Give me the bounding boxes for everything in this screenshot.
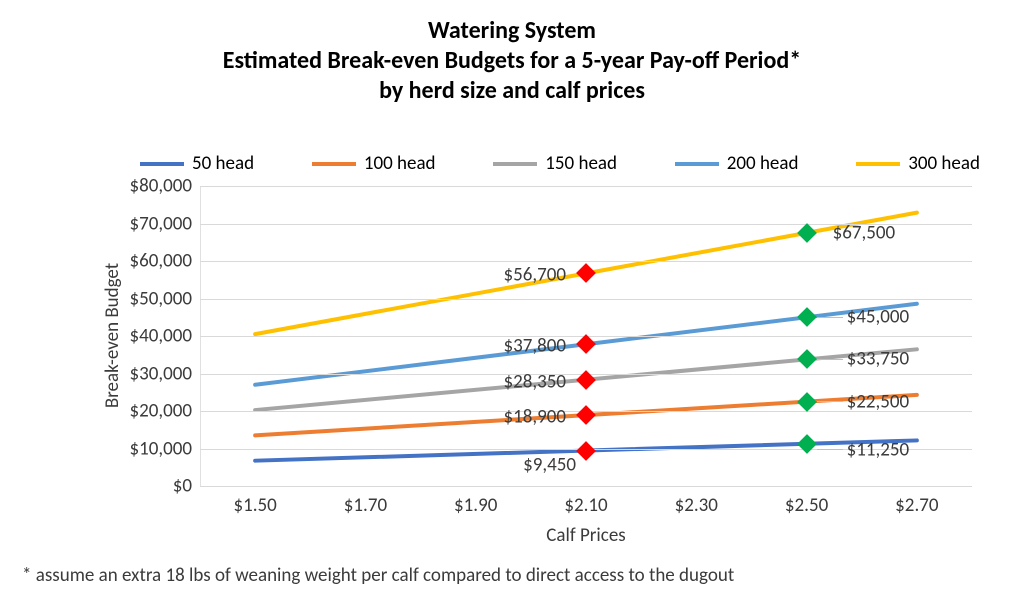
data-label: $45,000	[847, 306, 910, 329]
data-label: $18,900	[503, 406, 566, 429]
y-tick-label: $80,000	[129, 175, 200, 198]
legend-item: 200 head	[675, 152, 799, 175]
x-tick-label: $1.70	[344, 486, 387, 517]
chart-footnote: * assume an extra 18 lbs of weaning weig…	[22, 564, 734, 587]
legend-label: 50 head	[192, 152, 254, 175]
data-label: $37,800	[503, 335, 566, 358]
legend-swatch	[493, 162, 537, 166]
chart-title: Watering System Estimated Break-even Bud…	[0, 16, 1024, 106]
title-line-1: Watering System	[0, 16, 1024, 46]
leader-line	[817, 359, 843, 360]
x-tick-label: $2.50	[785, 486, 828, 517]
x-tick-label: $2.10	[564, 486, 607, 517]
x-tick-label: $2.30	[675, 486, 718, 517]
plot-area: $0$10,000$20,000$30,000$40,000$50,000$60…	[200, 186, 972, 486]
legend-item: 100 head	[312, 152, 436, 175]
legend-swatch	[675, 162, 719, 166]
legend-swatch	[312, 162, 356, 166]
y-tick-label: $40,000	[129, 325, 200, 348]
legend-label: 100 head	[364, 152, 436, 175]
title-line-2: Estimated Break-even Budgets for a 5-yea…	[0, 46, 1024, 76]
legend-swatch	[140, 162, 184, 166]
chart-container: { "canvas": { "width": 1024, "height": 6…	[0, 0, 1024, 606]
leader-line	[817, 449, 843, 450]
legend-label: 150 head	[545, 152, 617, 175]
legend-item: 150 head	[493, 152, 617, 175]
y-tick-label: $50,000	[129, 287, 200, 310]
y-tick-label: $10,000	[129, 437, 200, 460]
legend-item: 50 head	[140, 152, 254, 175]
gridline	[200, 186, 972, 187]
data-label: $67,500	[833, 221, 896, 244]
x-tick-label: $1.50	[233, 486, 276, 517]
y-tick-label: $20,000	[129, 400, 200, 423]
legend: 50 head 100 head 150 head 200 head 300 head	[140, 152, 980, 175]
y-tick-label: $70,000	[129, 212, 200, 235]
data-label: $22,500	[847, 390, 910, 413]
y-axis-title: Break-even Budget	[101, 263, 124, 408]
legend-item: 300 head	[856, 152, 980, 175]
x-axis-title: Calf Prices	[200, 524, 972, 547]
data-label: $56,700	[503, 264, 566, 287]
leader-line	[817, 317, 843, 318]
y-tick-label: $60,000	[129, 250, 200, 273]
leader-line	[817, 401, 843, 402]
legend-label: 200 head	[727, 152, 799, 175]
data-label: $9,450	[523, 453, 576, 476]
gridline	[200, 299, 972, 300]
y-tick-label: $0	[173, 475, 200, 498]
legend-swatch	[856, 162, 900, 166]
data-label: $11,250	[847, 438, 910, 461]
title-line-3: by herd size and calf prices	[0, 76, 1024, 106]
legend-label: 300 head	[908, 152, 980, 175]
gridline	[200, 261, 972, 262]
y-tick-label: $30,000	[129, 362, 200, 385]
x-tick-label: $2.70	[895, 486, 938, 517]
data-label: $33,750	[847, 348, 910, 371]
data-label: $28,350	[503, 370, 566, 393]
x-tick-label: $1.90	[454, 486, 497, 517]
